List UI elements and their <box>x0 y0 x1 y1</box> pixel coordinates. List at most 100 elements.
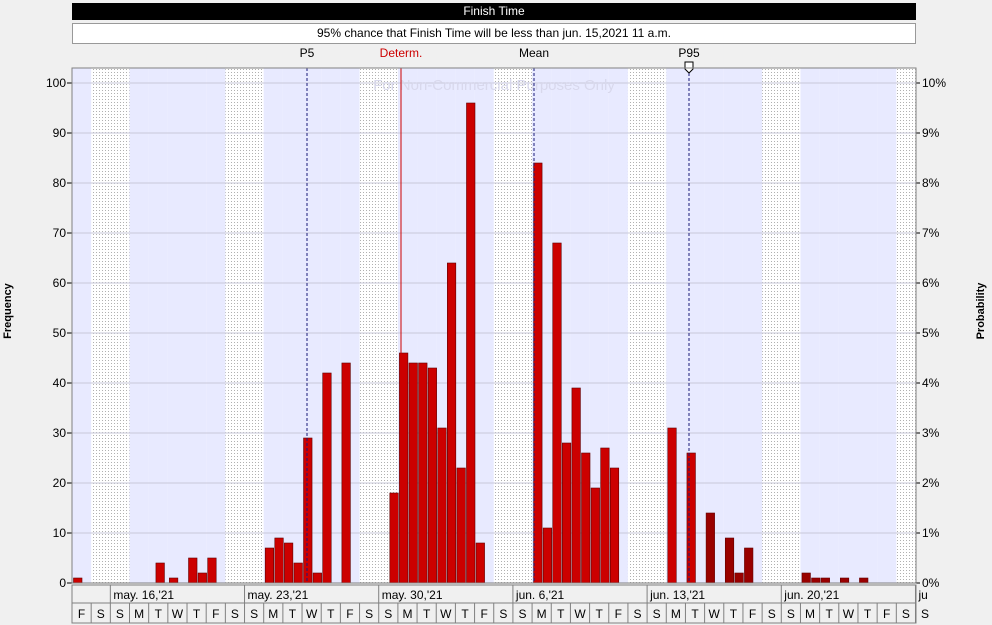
weekday-band <box>206 68 226 583</box>
day-letter: F <box>749 607 756 621</box>
weekday-band <box>187 68 207 583</box>
day-letter: W <box>843 607 855 621</box>
bar <box>724 537 735 584</box>
day-letter: F <box>615 607 622 621</box>
day-letter: T <box>193 607 201 621</box>
bar <box>207 557 217 584</box>
bar <box>590 487 600 584</box>
day-letter: W <box>574 607 586 621</box>
bar <box>801 572 811 584</box>
watermark: For Non-Commercial Purposes Only <box>373 77 615 94</box>
week-label: jun. 6,'21 <box>515 588 565 602</box>
day-letter: F <box>346 607 353 621</box>
day-letter: S <box>634 607 642 621</box>
weekday-band <box>742 68 763 583</box>
bar <box>466 102 476 584</box>
weekday-band <box>148 68 168 583</box>
y2-tick-label: 2% <box>922 476 940 490</box>
day-letter: T <box>461 607 469 621</box>
bar <box>734 572 744 584</box>
day-letter: F <box>212 607 219 621</box>
day-letter: F <box>78 607 85 621</box>
y-tick-label: 20 <box>53 476 67 490</box>
y-tick-label: 50 <box>53 326 67 340</box>
bar <box>341 362 351 584</box>
day-letter: S <box>97 607 105 621</box>
week-label: ju <box>917 588 927 602</box>
week-label: jun. 20,'21 <box>783 588 839 602</box>
bar <box>274 537 284 584</box>
bar <box>609 467 620 584</box>
weekend-band <box>762 68 782 583</box>
y2-tick-label: 0% <box>922 576 940 590</box>
bar <box>155 562 165 584</box>
bar <box>533 162 543 584</box>
day-letter: S <box>653 607 661 621</box>
day-letter: T <box>826 607 834 621</box>
weekday-band <box>129 68 149 583</box>
bar <box>284 542 294 584</box>
weekday-band <box>857 68 878 583</box>
weekend-band <box>896 68 916 583</box>
day-letter: S <box>902 607 910 621</box>
chart-subtitle: 95% chance that Finish Time will be less… <box>72 23 916 44</box>
weekday-band <box>263 68 283 583</box>
day-letter: T <box>327 607 335 621</box>
day-letter: S <box>921 607 929 621</box>
bar <box>447 262 457 584</box>
day-letter: S <box>365 607 373 621</box>
weekday-band <box>474 68 494 583</box>
day-letter: S <box>787 607 795 621</box>
y2-tick-label: 9% <box>922 126 940 140</box>
day-letter: T <box>423 607 431 621</box>
day-letter: F <box>883 607 890 621</box>
weekday-band <box>723 68 743 583</box>
y2-tick-label: 10% <box>922 76 946 90</box>
day-letter: W <box>709 607 721 621</box>
weekend-band <box>493 68 513 583</box>
day-letter: W <box>172 607 184 621</box>
day-letter: T <box>557 607 565 621</box>
bar <box>705 512 715 584</box>
weekday-band <box>838 68 858 583</box>
bar <box>437 427 447 584</box>
y-tick-label: 100 <box>46 76 66 90</box>
week-label: jun. 13,'21 <box>649 588 705 602</box>
bar <box>840 577 850 584</box>
weekday-band <box>608 68 628 583</box>
bar <box>542 527 552 584</box>
bar <box>264 547 275 584</box>
bar <box>859 577 869 584</box>
weekend-band <box>244 68 264 583</box>
day-letter: M <box>134 607 144 621</box>
y-tick-label: 10 <box>53 526 67 540</box>
day-letter: M <box>671 607 681 621</box>
day-letter: M <box>537 607 547 621</box>
day-letter: F <box>480 607 487 621</box>
day-letter: T <box>289 607 297 621</box>
day-letter: T <box>596 607 604 621</box>
day-letter: W <box>306 607 318 621</box>
y-tick-label: 0 <box>59 576 66 590</box>
weekday-band <box>819 68 839 583</box>
day-letter: T <box>864 607 872 621</box>
weekend-band <box>512 68 533 583</box>
day-letter: S <box>384 607 392 621</box>
day-letter: W <box>440 607 452 621</box>
bar <box>197 572 207 584</box>
weekday-band <box>72 68 92 583</box>
week-label: may. 23,'21 <box>248 588 309 602</box>
bar <box>667 427 677 584</box>
bar <box>686 452 696 584</box>
weekend-band <box>378 68 398 583</box>
y2-tick-label: 7% <box>922 226 940 240</box>
marker-label-determ: Determ. <box>379 46 423 60</box>
day-letter: M <box>805 607 815 621</box>
bar <box>475 542 485 584</box>
weekend-band <box>781 68 801 583</box>
day-letter: M <box>402 607 412 621</box>
weekday-band <box>800 68 820 583</box>
weekend-band <box>359 68 379 583</box>
bar <box>562 442 572 584</box>
